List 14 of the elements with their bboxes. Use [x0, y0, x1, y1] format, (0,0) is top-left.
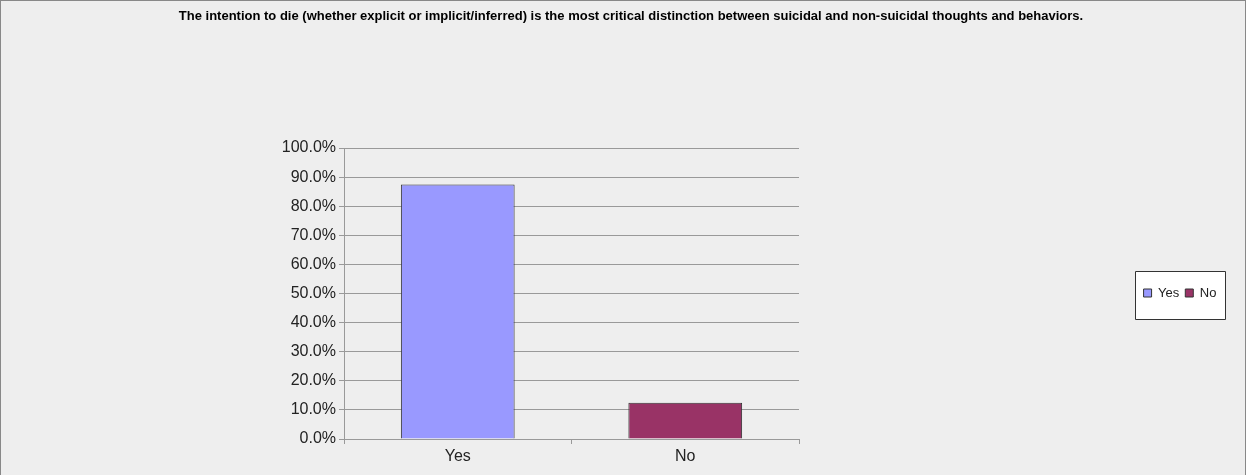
y-tick-label: 0.0%	[299, 429, 336, 447]
chart-title: The intention to die (whether explicit or implicit/inferred) is the most critical distinction between suicidal and non-suicidal thoughts and behaviors.	[177, 8, 1085, 23]
y-tick-label: 70.0%	[290, 225, 336, 243]
y-tick-label: 40.0%	[290, 313, 336, 331]
y-tick-label: 20.0%	[290, 371, 336, 389]
y-tick-label: 90.0%	[290, 167, 336, 185]
legend-label: Yes	[1158, 284, 1180, 300]
legend-label: No	[1199, 284, 1217, 300]
y-tick-label: 100.0%	[281, 138, 336, 156]
y-tick-label: 80.0%	[290, 196, 336, 214]
y-tick-label: 60.0%	[290, 254, 336, 272]
y-tick-label: 30.0%	[290, 342, 336, 360]
y-tick-label: 10.0%	[290, 400, 336, 418]
y-tick-label: 50.0%	[290, 283, 336, 301]
